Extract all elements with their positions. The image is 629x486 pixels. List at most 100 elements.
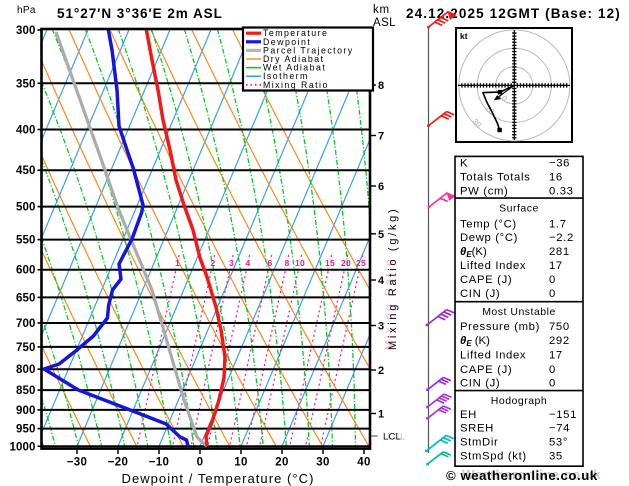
svg-text:Hodograph: Hodograph [491, 395, 547, 407]
svg-text:10: 10 [234, 457, 247, 469]
svg-text:© weatheronline.co.uk: © weatheronline.co.uk [446, 468, 598, 483]
svg-text:51°27′N 3°36′E 2m ASL: 51°27′N 3°36′E 2m ASL [57, 6, 223, 21]
svg-text:550: 550 [16, 235, 36, 247]
svg-text:Most Unstable: Most Unstable [482, 306, 556, 318]
svg-text:ASL: ASL [373, 17, 396, 29]
svg-text:θE(K): θE(K) [460, 246, 487, 259]
svg-text:StmDir: StmDir [460, 437, 498, 449]
svg-text:750: 750 [549, 321, 570, 333]
svg-text:CIN (J): CIN (J) [460, 288, 500, 300]
svg-text:4: 4 [245, 258, 250, 268]
svg-text:Temperature: Temperature [263, 28, 328, 38]
svg-text:850: 850 [16, 385, 36, 397]
svg-text:1: 1 [378, 409, 384, 421]
svg-text:16: 16 [549, 172, 563, 184]
svg-text:Wet Adiabat: Wet Adiabat [263, 63, 326, 73]
svg-text:Parcel Trajectory: Parcel Trajectory [263, 45, 354, 55]
svg-text:−151: −151 [549, 409, 577, 421]
svg-text:CAPE (J): CAPE (J) [460, 274, 512, 286]
svg-text:600: 600 [16, 265, 36, 277]
svg-text:450: 450 [16, 165, 36, 177]
svg-text:17: 17 [549, 260, 563, 272]
svg-text:kt: kt [460, 31, 468, 41]
svg-text:Surface: Surface [499, 203, 539, 215]
svg-text:Mixing Ratio (g/kg): Mixing Ratio (g/kg) [387, 207, 399, 350]
svg-text:PW (cm): PW (cm) [460, 186, 508, 198]
svg-text:CAPE (J): CAPE (J) [460, 364, 512, 376]
svg-text:−2.2: −2.2 [549, 232, 574, 244]
svg-text:Pressure (mb): Pressure (mb) [460, 321, 540, 333]
svg-text:Mixing Ratio: Mixing Ratio [263, 80, 329, 90]
svg-text:700: 700 [16, 318, 36, 330]
svg-text:Dewpoint / Temperature (°C): Dewpoint / Temperature (°C) [122, 471, 315, 486]
svg-text:53°: 53° [549, 437, 568, 449]
svg-text:−20: −20 [108, 457, 128, 469]
svg-text:0.33: 0.33 [549, 186, 574, 198]
svg-text:0: 0 [549, 274, 556, 286]
svg-text:500: 500 [16, 202, 36, 214]
svg-text:300: 300 [16, 25, 36, 37]
svg-text:Temp (°C): Temp (°C) [460, 219, 517, 231]
svg-text:15: 15 [325, 258, 335, 268]
svg-text:10: 10 [295, 258, 305, 268]
svg-text:8: 8 [284, 258, 289, 268]
svg-text:650: 650 [16, 292, 36, 304]
svg-text:6: 6 [378, 181, 384, 193]
svg-text:−10: −10 [149, 457, 169, 469]
svg-text:Dry Adiabat: Dry Adiabat [263, 54, 324, 64]
svg-text:292: 292 [549, 335, 570, 347]
svg-text:StmSpd (kt): StmSpd (kt) [460, 451, 527, 463]
svg-text:35: 35 [549, 451, 563, 463]
svg-text:1: 1 [175, 258, 180, 268]
svg-text:Dewp (°C): Dewp (°C) [460, 232, 518, 244]
svg-text:30: 30 [316, 457, 329, 469]
svg-text:8: 8 [378, 80, 384, 92]
svg-text:θE (K): θE (K) [460, 335, 490, 348]
svg-text:281: 281 [549, 246, 570, 258]
svg-text:4: 4 [378, 275, 385, 287]
svg-text:400: 400 [16, 125, 36, 137]
svg-text:3: 3 [229, 258, 234, 268]
svg-text:0: 0 [197, 457, 204, 469]
svg-text:2: 2 [210, 258, 215, 268]
svg-text:900: 900 [16, 405, 36, 417]
svg-text:0: 0 [549, 378, 556, 390]
svg-text:950: 950 [16, 424, 36, 436]
svg-text:800: 800 [16, 364, 36, 376]
svg-text:0: 0 [549, 288, 556, 300]
svg-text:EH: EH [460, 409, 477, 421]
svg-text:CIN (J): CIN (J) [460, 378, 500, 390]
svg-text:2: 2 [378, 365, 384, 377]
svg-text:LCL: LCL [388, 432, 406, 443]
svg-text:Isotherm: Isotherm [263, 71, 309, 81]
svg-text:17: 17 [549, 350, 563, 362]
svg-text:20: 20 [275, 457, 288, 469]
svg-text:6: 6 [267, 258, 272, 268]
svg-text:7: 7 [378, 131, 384, 143]
svg-text:LCL: LCL [383, 432, 401, 443]
svg-text:1.7: 1.7 [549, 219, 567, 231]
svg-text:Totals Totals: Totals Totals [460, 172, 530, 184]
svg-text:Lifted Index: Lifted Index [460, 260, 526, 272]
svg-text:25: 25 [356, 258, 366, 268]
svg-text:K: K [460, 158, 468, 170]
svg-text:1000: 1000 [10, 441, 36, 453]
svg-text:5: 5 [378, 229, 384, 241]
svg-text:350: 350 [16, 78, 36, 90]
svg-text:Lifted Index: Lifted Index [460, 350, 526, 362]
svg-text:Mixing Ratio: Mixing Ratio [384, 257, 396, 350]
svg-text:−36: −36 [549, 158, 570, 170]
svg-text:−30: −30 [67, 457, 87, 469]
svg-text:750: 750 [16, 342, 36, 354]
svg-text:−74: −74 [549, 423, 570, 435]
svg-text:SREH: SREH [460, 423, 494, 435]
svg-text:Weatheronline.co.uk: Weatheronline.co.uk [462, 467, 601, 482]
svg-text:24.12.2025 12GMT (Base: 12): 24.12.2025 12GMT (Base: 12) [406, 6, 621, 21]
svg-text:hPa: hPa [17, 5, 36, 16]
svg-text:0: 0 [549, 364, 556, 376]
svg-text:40: 40 [357, 457, 370, 469]
svg-text:20: 20 [341, 258, 351, 268]
svg-text:3: 3 [378, 321, 384, 333]
svg-text:Dewpoint: Dewpoint [263, 37, 311, 47]
svg-text:km: km [373, 4, 390, 16]
